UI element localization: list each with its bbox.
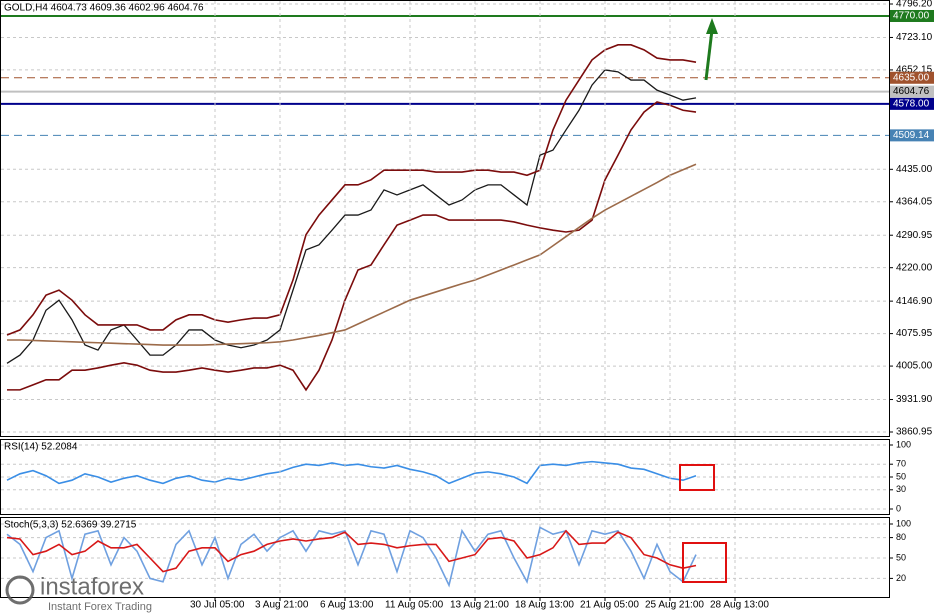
x-tick-label: 21 Aug 05:00 bbox=[580, 600, 639, 611]
y-tick-label: 20 bbox=[896, 573, 906, 583]
y-tick-label: 4075.95 bbox=[896, 328, 933, 339]
x-tick-label: 30 Jul 05:00 bbox=[190, 600, 245, 611]
y-tick-label: 70 bbox=[896, 459, 906, 469]
series-line bbox=[6, 529, 697, 573]
arrow-shaft bbox=[704, 29, 714, 81]
series-line bbox=[6, 44, 697, 336]
main-panel bbox=[0, 0, 890, 437]
x-tick-label: 3 Aug 21:00 bbox=[255, 600, 309, 611]
level-label: 4604.76 bbox=[893, 86, 930, 97]
level-badge bbox=[890, 71, 934, 84]
level-label: 4578.00 bbox=[893, 98, 930, 109]
level-badge bbox=[890, 85, 934, 98]
y-tick-label: 4796.20 bbox=[896, 0, 933, 10]
y-tick-label: 50 bbox=[896, 552, 906, 562]
y-tick-label: 4435.00 bbox=[896, 164, 933, 175]
y-tick-label: 4290.95 bbox=[896, 230, 933, 241]
level-badge bbox=[890, 9, 934, 22]
y-tick-label: 100 bbox=[896, 439, 911, 449]
level-label: 4509.14 bbox=[893, 130, 930, 141]
y-tick-label: 4146.90 bbox=[896, 296, 933, 307]
watermark: instaforex Instant Forex Trading bbox=[5, 573, 152, 613]
panel-title: GOLD,H4 4604.73 4609.36 4602.96 4604.76 bbox=[4, 3, 204, 14]
x-tick-label: 28 Aug 13:00 bbox=[710, 600, 769, 611]
y-tick-label: 100 bbox=[896, 518, 911, 528]
y-tick-label: 50 bbox=[896, 471, 906, 481]
level-badge bbox=[890, 97, 934, 110]
series-line bbox=[7, 101, 697, 392]
x-tick-label: 13 Aug 21:00 bbox=[450, 600, 509, 611]
y-tick-label: 0 bbox=[896, 503, 901, 513]
panel-title: RSI(14) 52.2084 bbox=[4, 442, 78, 453]
panel-title: Stoch(5,3,3) 52.6369 39.2715 bbox=[4, 520, 137, 531]
y-tick-label: 3931.90 bbox=[896, 394, 933, 405]
level-label: 4770.00 bbox=[893, 11, 930, 22]
y-tick-label: 4652.15 bbox=[896, 65, 933, 76]
level-badge bbox=[890, 129, 934, 142]
series-line bbox=[6, 460, 697, 485]
y-tick-label: 4723.10 bbox=[896, 32, 933, 43]
x-tick-label: 11 Aug 05:00 bbox=[385, 600, 444, 611]
x-tick-label: 25 Aug 21:00 bbox=[645, 600, 704, 611]
logo-icon bbox=[5, 575, 35, 605]
watermark-brand: instaforex bbox=[40, 573, 144, 600]
arrow-head bbox=[706, 18, 718, 34]
y-tick-label: 4364.05 bbox=[896, 196, 933, 207]
y-tick-label: 80 bbox=[896, 532, 906, 542]
highlight-box bbox=[679, 464, 715, 491]
y-tick-label: 4005.00 bbox=[896, 361, 933, 372]
watermark-tagline: Instant Forex Trading bbox=[48, 601, 152, 613]
x-tick-label: 18 Aug 13:00 bbox=[515, 600, 574, 611]
series-line bbox=[6, 526, 697, 588]
highlight-box bbox=[682, 542, 727, 583]
x-tick-label: 6 Aug 13:00 bbox=[320, 600, 374, 611]
y-tick-label: 30 bbox=[896, 484, 906, 494]
y-tick-label: 4220.00 bbox=[896, 262, 933, 273]
series-line bbox=[6, 69, 697, 364]
level-label: 4635.00 bbox=[893, 72, 930, 83]
series-line bbox=[7, 163, 697, 346]
y-tick-label: 3860.95 bbox=[896, 427, 933, 438]
